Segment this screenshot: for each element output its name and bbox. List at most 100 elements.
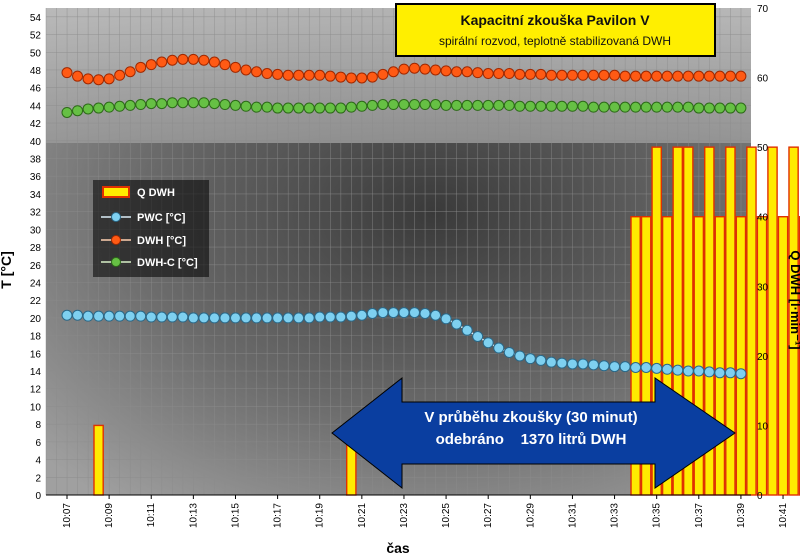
series-point-dwh [566, 69, 578, 81]
series-point-pwc [208, 312, 220, 324]
series-point-dwh-c [566, 100, 578, 112]
series-point-dwh-c [135, 99, 147, 111]
series-point-pwc [145, 311, 157, 323]
series-point-pwc [272, 312, 284, 324]
right-tick-label: 0 [757, 491, 763, 502]
series-point-dwh-c [377, 99, 389, 111]
left-tick-label: 40 [30, 137, 42, 148]
series-point-dwh-c [324, 102, 336, 114]
left-tick-label: 10 [30, 402, 42, 413]
series-point-pwc [682, 365, 694, 377]
series-point-dwh-c [61, 106, 73, 118]
series-point-dwh-c [482, 99, 494, 111]
series-point-dwh-c [535, 100, 547, 112]
series-point-dwh-c [366, 99, 378, 111]
series-point-dwh [693, 70, 705, 82]
series-point-pwc [324, 311, 336, 323]
series-point-pwc [598, 360, 610, 372]
series-point-dwh-c [356, 100, 368, 112]
series-point-dwh-c [630, 101, 642, 113]
series-point-dwh [261, 68, 273, 80]
series-point-dwh-c [714, 102, 726, 114]
series-point-dwh [303, 69, 315, 81]
series-point-dwh [272, 68, 284, 80]
series-point-dwh-c [187, 97, 199, 109]
series-point-dwh-c [272, 102, 284, 114]
q-dwh-bar [735, 216, 747, 496]
series-point-pwc [440, 313, 452, 325]
series-point-pwc [545, 356, 557, 368]
series-point-dwh [61, 67, 73, 79]
series-point-dwh [356, 72, 368, 84]
series-point-dwh [145, 59, 157, 71]
series-point-pwc [229, 312, 241, 324]
temperature-lines [61, 53, 747, 380]
left-tick-label: 8 [35, 420, 41, 431]
left-tick-label: 38 [30, 155, 42, 166]
series-point-dwh-c [651, 101, 663, 113]
annotation-line-2: odebráno 1370 litrů DWH [436, 431, 627, 448]
left-tick-label: 22 [30, 296, 42, 307]
series-point-dwh-c [387, 99, 399, 111]
right-tick-label: 70 [757, 4, 769, 15]
q-dwh-bar [788, 146, 799, 496]
series-point-dwh [219, 59, 231, 71]
series-point-dwh-c [208, 98, 220, 110]
series-point-pwc [366, 307, 378, 319]
series-point-dwh-c [156, 98, 168, 110]
series-point-pwc [693, 365, 705, 377]
x-tick-label: 10:23 [399, 503, 410, 528]
series-point-dwh-c [293, 102, 305, 114]
left-tick-label: 44 [30, 101, 42, 112]
series-point-pwc [72, 309, 84, 321]
left-tick-label: 26 [30, 261, 42, 272]
series-point-pwc [714, 367, 726, 379]
series-point-dwh-c [103, 101, 115, 113]
right-tick-label: 30 [757, 282, 769, 293]
series-point-pwc [493, 342, 505, 354]
right-tick-label: 20 [757, 352, 769, 363]
series-point-pwc [703, 366, 715, 378]
legend-swatch-q-dwh [102, 186, 130, 198]
series-point-pwc [166, 311, 178, 323]
series-point-pwc [261, 312, 273, 324]
x-axis-title: čas [386, 540, 410, 556]
series-point-dwh-c [145, 98, 157, 110]
series-point-dwh-c [72, 105, 84, 117]
left-tick-label: 16 [30, 349, 42, 360]
series-point-pwc [482, 337, 494, 349]
series-point-dwh-c [430, 99, 442, 111]
left-tick-label: 0 [35, 491, 41, 502]
series-point-pwc [61, 309, 73, 321]
series-point-dwh [177, 53, 189, 65]
series-point-pwc [630, 361, 642, 373]
series-point-pwc [566, 358, 578, 370]
series-point-pwc [93, 310, 105, 322]
series-point-dwh-c [82, 103, 94, 115]
series-point-dwh-c [219, 99, 231, 111]
left-tick-label: 20 [30, 314, 42, 325]
series-point-pwc [103, 310, 115, 322]
series-point-dwh [672, 70, 684, 82]
series-point-dwh [293, 69, 305, 81]
series-point-dwh [240, 64, 252, 76]
x-tick-label: 10:35 [652, 503, 663, 528]
series-point-dwh [229, 61, 241, 73]
series-point-dwh [714, 70, 726, 82]
series-point-dwh [82, 73, 94, 85]
q-dwh-bar [746, 146, 757, 496]
series-point-dwh-c [303, 102, 315, 114]
series-point-dwh [588, 69, 599, 81]
title-box: Kapacitní zkouška Pavilon V spirální roz… [395, 3, 716, 57]
series-point-dwh [640, 70, 652, 82]
series-point-dwh [72, 70, 84, 82]
x-tick-label: 10:39 [736, 503, 747, 528]
left-tick-label: 34 [30, 190, 42, 201]
series-point-pwc [451, 318, 463, 330]
left-tick-label: 36 [30, 172, 42, 183]
series-point-dwh [682, 70, 694, 82]
left-tick-label: 6 [35, 438, 41, 449]
q-dwh-bar [93, 424, 104, 496]
series-point-dwh-c [503, 99, 515, 111]
series-point-pwc [640, 361, 652, 373]
